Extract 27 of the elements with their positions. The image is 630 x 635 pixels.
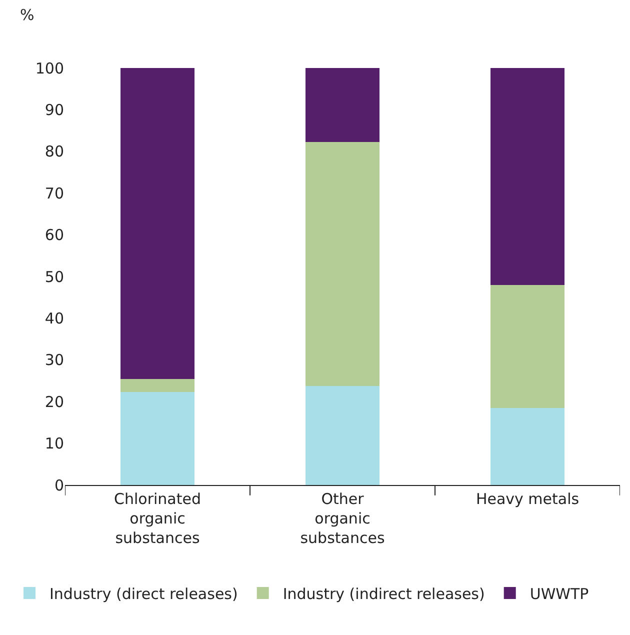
bar xyxy=(306,386,380,485)
y-tick-label: 90 xyxy=(44,100,64,119)
legend-label: Industry (indirect releases) xyxy=(282,584,485,603)
y-tick-label: 40 xyxy=(44,309,64,328)
bar xyxy=(306,142,380,386)
bar xyxy=(120,392,194,485)
legend-label: Industry (direct releases) xyxy=(50,584,238,603)
bar xyxy=(490,68,564,285)
y-tick-label: 100 xyxy=(35,59,64,78)
x-tick-label: Chlorinated organic substances xyxy=(114,490,201,547)
legend-label: UWWTP xyxy=(530,584,589,603)
y-tick-label: 50 xyxy=(44,268,64,286)
bar xyxy=(490,408,564,485)
y-tick-label: 0 xyxy=(54,476,64,494)
bar xyxy=(120,379,194,392)
bar xyxy=(306,68,380,142)
y-tick-label: 20 xyxy=(44,392,64,411)
x-tick-label: Other organic substances xyxy=(300,490,385,547)
y-axis-title: % xyxy=(20,6,34,24)
bar xyxy=(490,284,564,408)
y-tick-label: 30 xyxy=(44,351,64,370)
y-tick-label: 60 xyxy=(44,226,64,244)
bar xyxy=(120,68,194,380)
y-tick-label: 10 xyxy=(44,434,64,453)
y-tick-label: 70 xyxy=(44,184,64,202)
x-tick-label: Heavy metals xyxy=(476,490,580,508)
y-tick-label: 80 xyxy=(44,142,64,161)
